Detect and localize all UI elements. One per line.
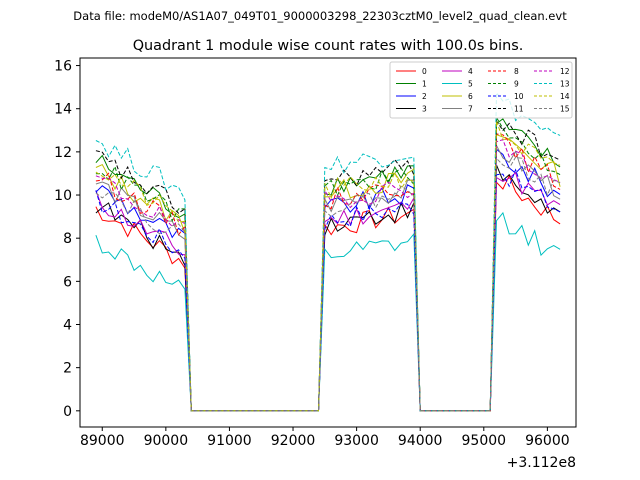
series-line-15: [95, 156, 561, 412]
chart-title: Quadrant 1 module wise count rates with …: [133, 38, 524, 54]
x-tick-label: 92000: [271, 433, 316, 449]
legend-label-13: 13: [560, 80, 570, 89]
legend-label-7: 7: [468, 105, 473, 114]
y-tick-label: 12: [54, 145, 72, 161]
y-tick-label: 16: [54, 59, 72, 75]
y-tick-label: 14: [54, 102, 72, 118]
legend-label-10: 10: [514, 92, 524, 101]
legend-label-12: 12: [560, 67, 570, 76]
legend-label-6: 6: [468, 92, 473, 101]
y-tick-label: 0: [63, 404, 72, 420]
x-tick-label: 91000: [207, 433, 252, 449]
legend-label-15: 15: [560, 105, 570, 114]
y-tick-label: 8: [63, 231, 72, 247]
series-line-8: [95, 133, 561, 412]
legend-label-8: 8: [514, 67, 519, 76]
x-tick-label: 95000: [462, 433, 507, 449]
legend-label-2: 2: [422, 92, 427, 101]
series-line-9: [95, 115, 561, 412]
legend-label-5: 5: [468, 80, 473, 89]
legend-label-14: 14: [560, 92, 570, 101]
legend-label-4: 4: [468, 67, 473, 76]
x-tick-label: 94000: [398, 433, 443, 449]
y-tick-label: 10: [54, 188, 72, 204]
y-tick-label: 4: [63, 318, 72, 334]
legend-label-11: 11: [514, 105, 524, 114]
legend-label-3: 3: [422, 105, 427, 114]
x-tick-label: 93000: [334, 433, 379, 449]
axes-frame: [79, 57, 577, 428]
y-tick-label: 2: [63, 361, 72, 377]
y-axis: 0 2 4 6 8 10 12 14 16: [54, 59, 80, 420]
series-lines: [95, 91, 561, 412]
y-tick-label: 6: [63, 274, 72, 290]
chart-suptitle: Data file: modeM0/AS1A07_049T01_90000032…: [73, 9, 567, 23]
x-axis: 89000 90000 91000 92000 93000 94000 95000 96000: [80, 427, 570, 449]
x-tick-label: 89000: [80, 433, 125, 449]
x-tick-label: 90000: [144, 433, 189, 449]
legend-label-9: 9: [514, 80, 519, 89]
x-tick-label: 96000: [525, 433, 570, 449]
legend-label-0: 0: [422, 67, 427, 76]
legend-box: [389, 61, 573, 119]
legend-label-1: 1: [422, 80, 427, 89]
x-offset-label: +3.112e8: [507, 455, 576, 471]
